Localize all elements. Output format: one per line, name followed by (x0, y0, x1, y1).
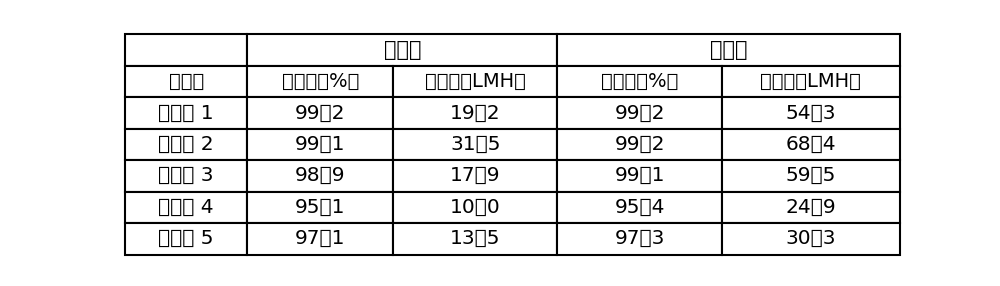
Bar (722, 223, 900, 255)
Text: 实施例 2: 实施例 2 (158, 135, 214, 154)
Text: 68．4: 68．4 (786, 135, 836, 154)
Bar (125, 160, 247, 192)
Text: 99．2: 99．2 (295, 104, 346, 122)
Text: 脱盐率（%）: 脱盐率（%） (601, 72, 678, 91)
Text: 97．1: 97．1 (295, 229, 346, 248)
Text: 24．9: 24．9 (786, 198, 836, 217)
Text: 改性膜: 改性膜 (710, 40, 747, 60)
Bar (125, 129, 247, 160)
Text: 对比膜: 对比膜 (384, 40, 421, 60)
Text: 17．9: 17．9 (450, 166, 501, 185)
Text: 99．2: 99．2 (614, 104, 665, 122)
Bar (393, 192, 557, 223)
Bar (393, 129, 557, 160)
Bar (557, 34, 900, 66)
Text: 19．2: 19．2 (450, 104, 501, 122)
Bar (557, 66, 722, 97)
Text: 95．1: 95．1 (295, 198, 346, 217)
Bar (557, 160, 722, 192)
Bar (722, 66, 900, 97)
Text: 30．3: 30．3 (786, 229, 836, 248)
Text: 水通量（LMH）: 水通量（LMH） (760, 72, 861, 91)
Bar (247, 66, 393, 97)
Text: 54．3: 54．3 (786, 104, 836, 122)
Text: 31．5: 31．5 (450, 135, 501, 154)
Bar (393, 97, 557, 129)
Text: 98．9: 98．9 (295, 166, 346, 185)
Bar (557, 97, 722, 129)
Text: 实施例 5: 实施例 5 (158, 229, 214, 248)
Text: 实施例 3: 实施例 3 (158, 166, 214, 185)
Text: 59．5: 59．5 (786, 166, 836, 185)
Bar (393, 160, 557, 192)
Text: 97．3: 97．3 (614, 229, 665, 248)
Bar (125, 223, 247, 255)
Text: 99．2: 99．2 (614, 135, 665, 154)
Text: 实施例: 实施例 (169, 72, 204, 91)
Bar (557, 192, 722, 223)
Bar (722, 129, 900, 160)
Bar (557, 129, 722, 160)
Bar (247, 192, 393, 223)
Text: 实施例 1: 实施例 1 (158, 104, 214, 122)
Text: 水通量（LMH）: 水通量（LMH） (425, 72, 526, 91)
Bar (393, 223, 557, 255)
Bar (722, 97, 900, 129)
Text: 13．5: 13．5 (450, 229, 501, 248)
Text: 实施例 4: 实施例 4 (158, 198, 214, 217)
Bar (247, 129, 393, 160)
Text: 10．0: 10．0 (450, 198, 501, 217)
Bar (247, 223, 393, 255)
Bar (125, 192, 247, 223)
Bar (125, 34, 247, 66)
Text: 95．4: 95．4 (614, 198, 665, 217)
Bar (722, 192, 900, 223)
Bar (125, 97, 247, 129)
Bar (393, 66, 557, 97)
Bar (125, 66, 247, 97)
Bar (557, 223, 722, 255)
Bar (247, 34, 557, 66)
Text: 99．1: 99．1 (295, 135, 346, 154)
Bar (722, 160, 900, 192)
Bar (247, 97, 393, 129)
Bar (247, 160, 393, 192)
Text: 脱盐率（%）: 脱盐率（%） (282, 72, 359, 91)
Text: 99．1: 99．1 (614, 166, 665, 185)
